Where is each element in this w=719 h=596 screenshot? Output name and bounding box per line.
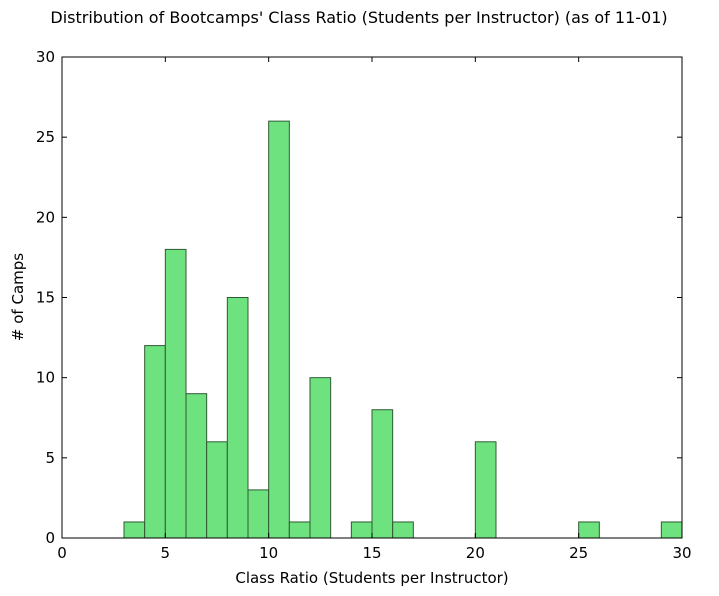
histogram-bar-1 [144,345,166,539]
x-tick-label-0: 0 [57,544,67,562]
plot-frame [61,56,683,539]
histogram-bar-8 [288,521,311,539]
y-tick-label-2: 10 [36,369,55,387]
histogram-bar-15 [660,521,683,539]
histogram-bar-13 [474,441,497,539]
histogram-bar-7 [268,120,290,539]
y-tick-label-6: 30 [36,48,55,66]
y-tick-label-0: 0 [45,529,55,547]
histogram-bar-11 [371,409,394,539]
y-tick-label-5: 25 [36,128,55,146]
histogram-bar-6 [247,489,270,539]
histogram-bar-4 [206,441,228,539]
histogram-bar-9 [309,377,332,539]
x-tick-label-1: 5 [161,544,171,562]
histogram-bar-3 [185,393,208,539]
histogram-bar-0 [123,521,146,539]
histogram-bar-5 [226,297,249,539]
y-axis-label: # of Camps [9,253,27,341]
y-tick-label-4: 20 [36,208,55,226]
histogram-bar-12 [392,521,414,539]
chart-title: Distribution of Bootcamps' Class Ratio (… [50,8,667,27]
histogram-bar-14 [578,521,600,539]
x-tick-label-4: 20 [466,544,485,562]
y-axis-ticks: 0 5 10 15 20 25 30 [36,48,682,547]
bars-group [123,120,683,539]
histogram-bar-10 [350,521,373,539]
y-tick-label-1: 5 [45,449,55,467]
x-tick-label-3: 15 [362,544,381,562]
x-axis-label: Class Ratio (Students per Instructor) [235,569,508,587]
x-axis-ticks: 0 5 10 15 20 25 30 [57,57,692,562]
histogram-bar-2 [164,248,187,539]
y-tick-label-3: 15 [36,289,55,307]
x-tick-label-6: 30 [672,544,691,562]
x-tick-label-5: 25 [569,544,588,562]
x-tick-label-2: 10 [259,544,278,562]
